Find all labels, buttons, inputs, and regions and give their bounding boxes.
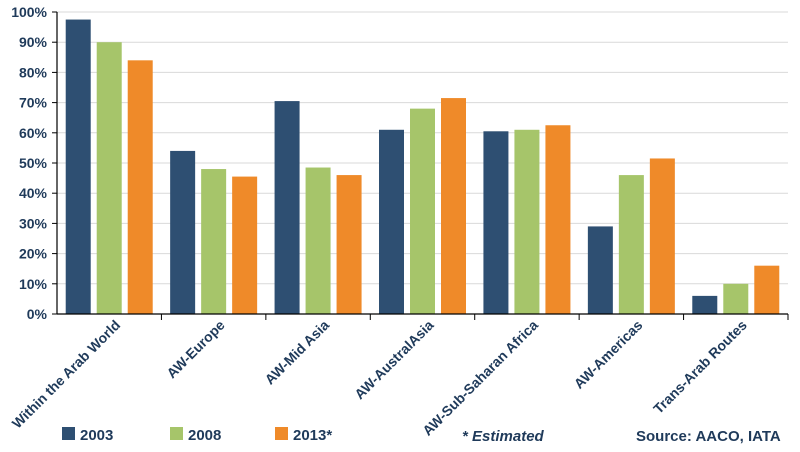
y-tick-label: 80% (19, 64, 48, 80)
bar (587, 226, 613, 314)
bar (545, 125, 571, 314)
y-axis-ticks: 0% 10% 20% 30% 40% 50% 60% 70% 80% 90% 100% (11, 4, 57, 322)
bar (483, 131, 509, 314)
source-note: Source: AACO, IATA (636, 428, 781, 445)
legend: 2003 2008 2013* (62, 427, 332, 444)
x-axis-ticks: Within the Arab World AW-Europe AW-Mid Asi… (9, 314, 789, 439)
y-tick-label: 40% (19, 185, 48, 201)
legend-swatch (275, 427, 288, 440)
y-tick-label: 90% (19, 34, 48, 50)
bar (274, 101, 300, 314)
x-tick-label: AW-AustralAsia (351, 317, 437, 403)
legend-label: 2003 (80, 427, 113, 444)
y-tick-label: 100% (11, 4, 47, 20)
legend-swatch (62, 427, 75, 440)
bar (514, 129, 540, 314)
y-tick-label: 20% (19, 246, 48, 262)
x-tick-label: AW-Mid Asia (261, 317, 332, 388)
bar (170, 150, 196, 314)
legend-swatch (170, 427, 183, 440)
bar (618, 175, 644, 314)
bar (441, 98, 466, 314)
bar (96, 42, 122, 314)
bar (379, 129, 404, 314)
bar (754, 265, 780, 314)
bar (723, 283, 749, 314)
y-tick-label: 70% (19, 95, 48, 111)
bar (127, 60, 153, 314)
y-tick-label: 60% (19, 125, 48, 141)
legend-label: 2013* (293, 427, 332, 444)
bar (692, 295, 718, 314)
bar (336, 175, 362, 314)
bar (232, 176, 258, 314)
bar (649, 158, 675, 314)
y-tick-label: 30% (19, 215, 48, 231)
y-tick-label: 50% (19, 155, 48, 171)
bar (410, 108, 435, 314)
bar (305, 167, 331, 314)
x-tick-label: Trans-Arab Routes (650, 317, 750, 417)
x-tick-label: AW-Europe (163, 317, 228, 382)
legend-label: 2008 (188, 427, 221, 444)
bars (65, 19, 780, 315)
x-tick-label: AW-Americas (571, 317, 646, 392)
y-tick-label: 0% (27, 306, 48, 322)
bar (201, 169, 227, 314)
x-tick-label: AW-Sub-Saharan Africa (419, 317, 541, 439)
y-tick-label: 10% (19, 276, 48, 292)
x-tick-label: Within the Arab World (9, 317, 124, 432)
footnote: * Estimated (462, 428, 545, 445)
bar (65, 19, 91, 315)
